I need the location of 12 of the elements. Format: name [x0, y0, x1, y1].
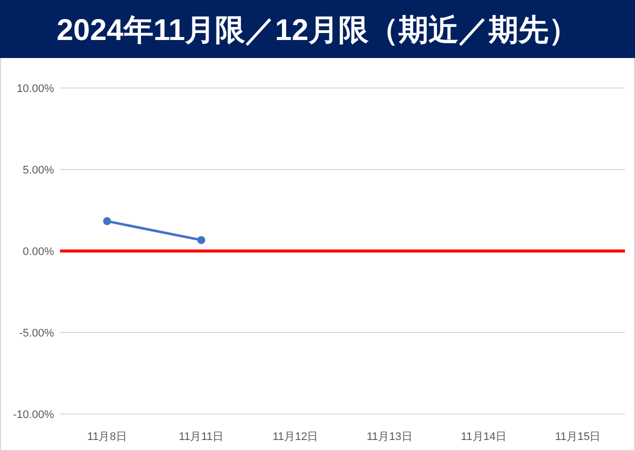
- x-tick-label: 11月13日: [366, 431, 412, 443]
- x-tick-label: 11月12日: [272, 431, 318, 443]
- x-tick-label: 11月8日: [87, 431, 127, 443]
- y-tick-label: 0.00%: [22, 246, 54, 258]
- x-tick-label: 11月11日: [178, 431, 224, 443]
- x-tick-label: 11月15日: [555, 431, 601, 443]
- y-tick-label: -5.00%: [19, 328, 54, 340]
- y-tick-label: -10.00%: [13, 409, 54, 421]
- chart-title: 2024年11月限／12月限（期近／期先）: [56, 14, 578, 47]
- y-tick-label: 5.00%: [22, 164, 54, 176]
- x-tick-label: 11月14日: [460, 431, 507, 443]
- y-tick-label: 10.00%: [16, 83, 54, 95]
